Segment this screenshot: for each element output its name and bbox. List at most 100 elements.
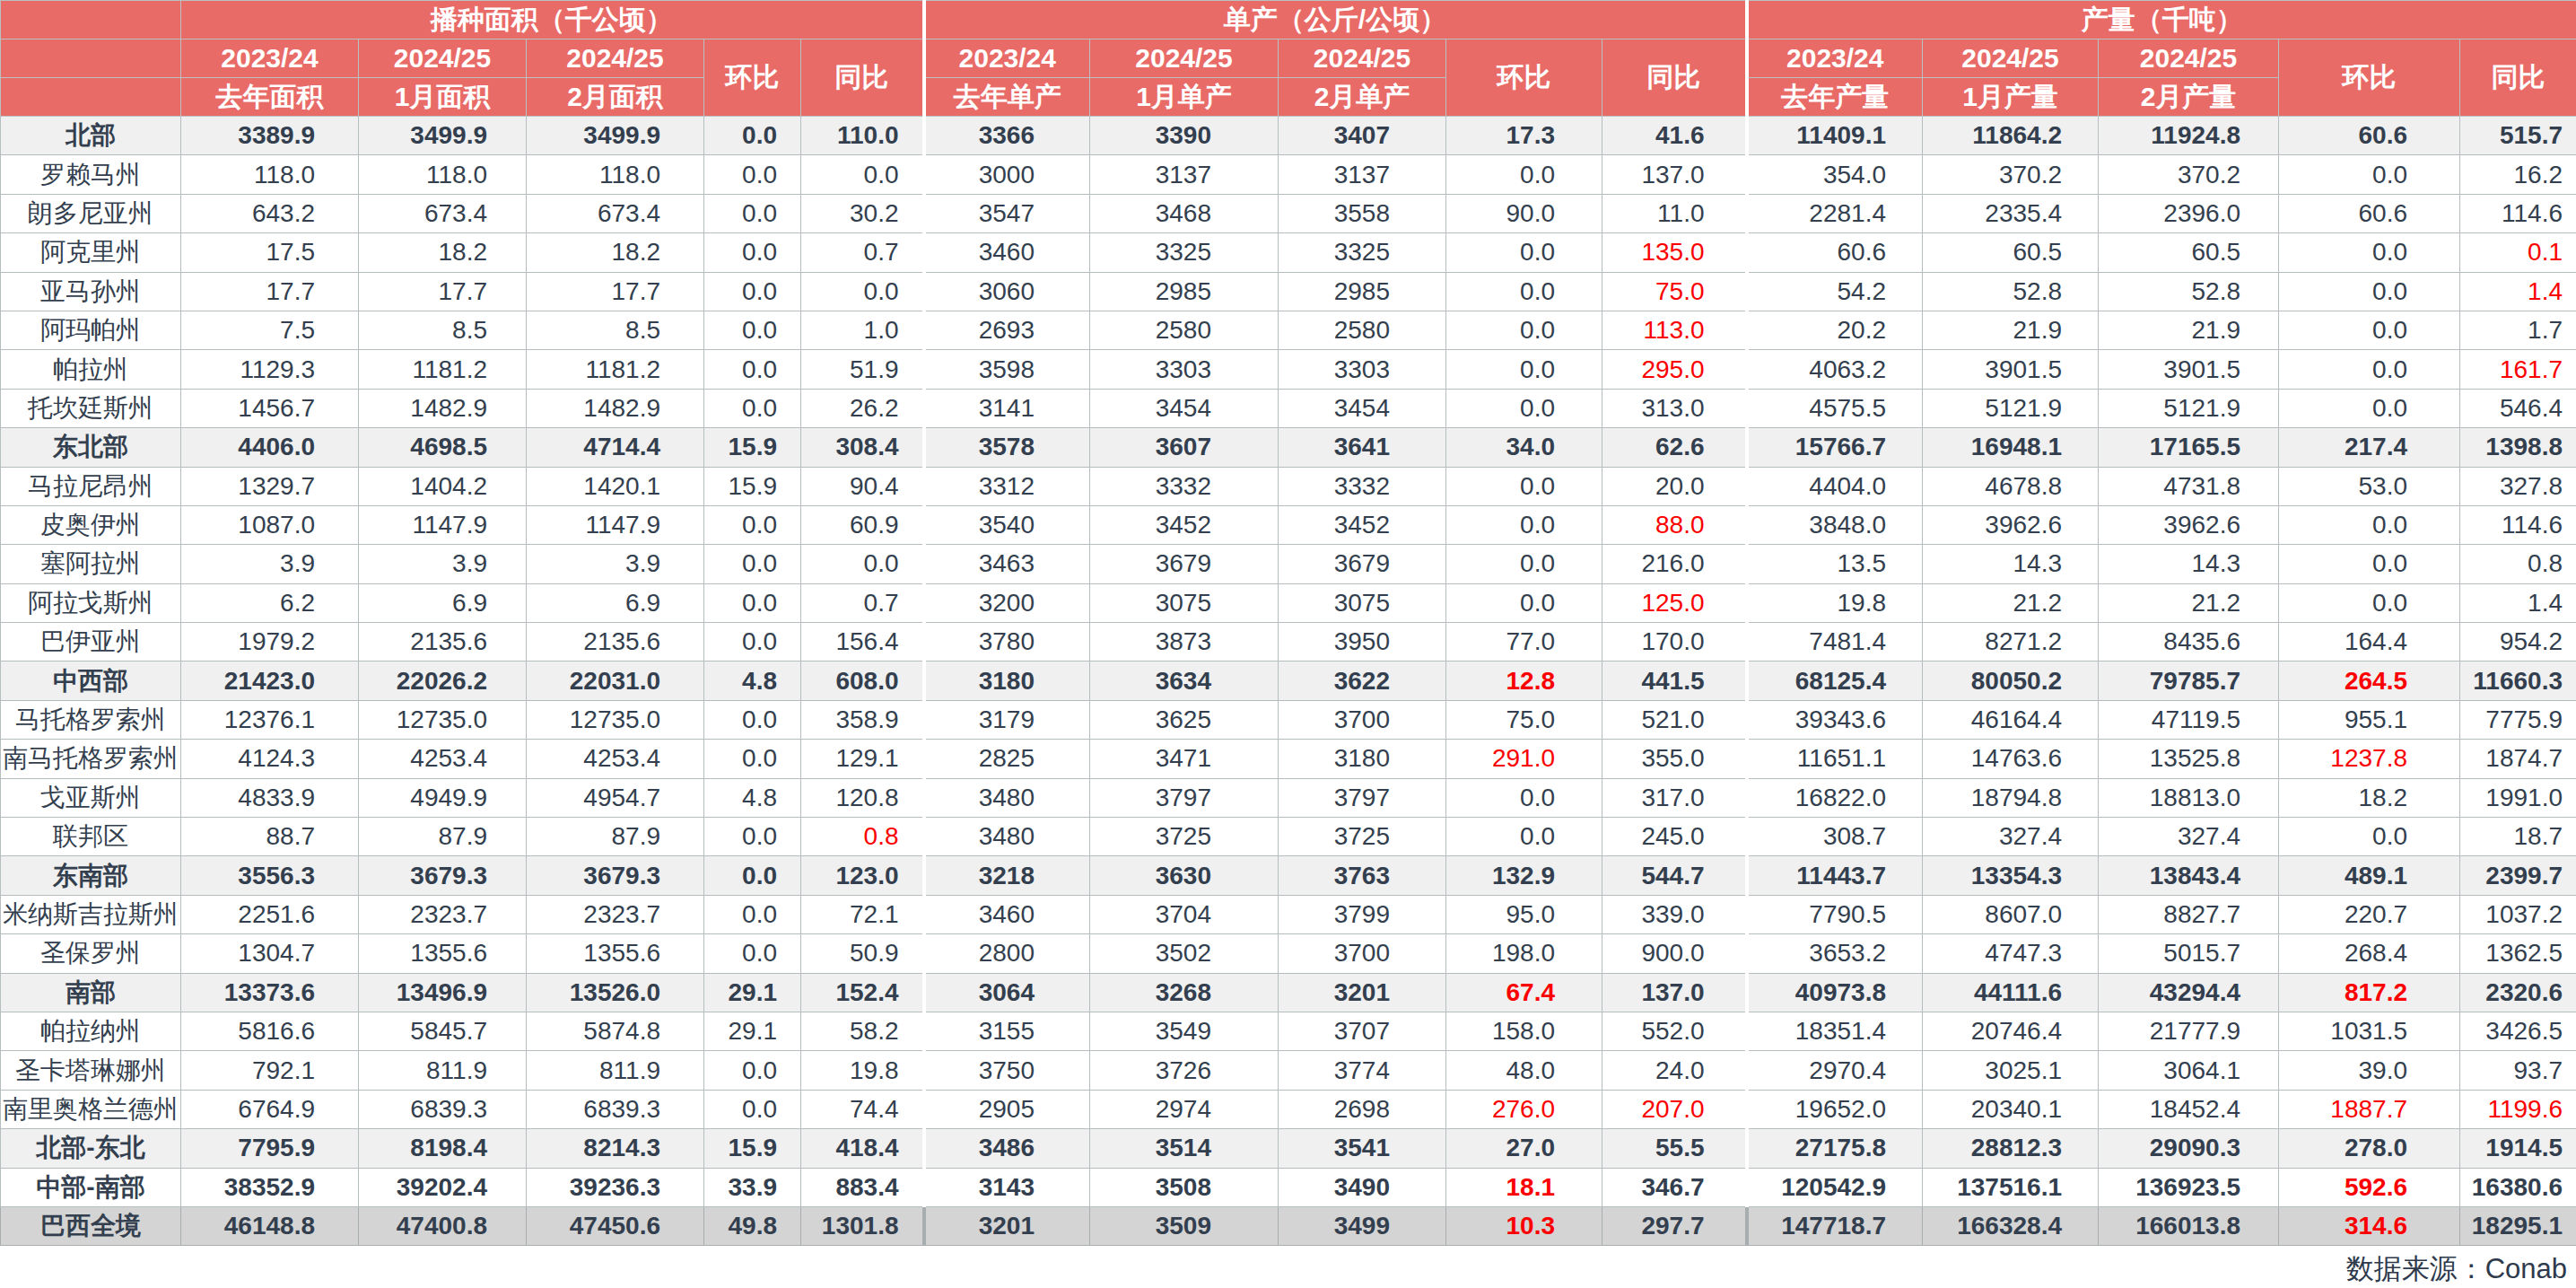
value-cell: 6839.3 [359,1090,527,1128]
value-cell: 21.9 [2099,311,2279,349]
value-cell: 3.9 [359,545,527,583]
value-cell: 5121.9 [2099,389,2279,427]
value-cell: 5874.8 [527,1012,704,1050]
value-cell: 0.0 [704,350,801,389]
row-label: 北部 [1,117,181,155]
value-cell: 55.5 [1602,1129,1747,1168]
value-cell: 13496.9 [359,973,527,1012]
value-cell: 355.0 [1602,740,1747,778]
value-cell: 2135.6 [527,623,704,662]
value-cell: 0.0 [704,505,801,544]
value-cell: 3366 [924,117,1090,155]
mom-header: 环比 [2279,39,2460,117]
value-cell: 0.1 [2460,233,2576,272]
table-row-塞阿拉州: 塞阿拉州3.93.93.90.00.03463367936790.0216.01… [1,545,2576,583]
header-sub-row: 去年面积1月面积2月面积去年单产1月单产2月单产去年产量1月产量2月产量 [1,78,2576,117]
table-row-东北部: 东北部4406.04698.54714.415.9308.43578360736… [1,428,2576,467]
value-cell: 7795.9 [181,1129,359,1168]
value-cell: 314.6 [2279,1206,2460,1245]
value-cell: 608.0 [801,662,924,700]
report-page: 播种面积（千公顷）单产（公斤/公顷）产量（千吨）2023/242024/2520… [0,0,2576,1288]
value-cell: 1482.9 [527,389,704,427]
value-cell: 14.3 [2099,545,2279,583]
value-cell: 3797 [1090,778,1279,817]
value-cell: 54.2 [1747,272,1923,311]
row-label: 东北部 [1,428,181,467]
value-cell: 0.8 [801,818,924,856]
value-cell: 2396.0 [2099,194,2279,232]
value-cell: 0.0 [704,389,801,427]
value-cell: 0.0 [2279,350,2460,389]
value-cell: 79785.7 [2099,662,2279,700]
value-cell: 0.0 [801,545,924,583]
value-cell: 207.0 [1602,1090,1747,1128]
value-cell: 20.2 [1747,311,1923,349]
value-cell: 3797 [1279,778,1446,817]
value-cell: 14.3 [1923,545,2099,583]
value-cell: 3064.1 [2099,1051,2279,1090]
value-cell: 0.0 [801,272,924,311]
value-cell: 0.0 [704,233,801,272]
value-cell: 4404.0 [1747,467,1923,505]
value-cell: 18.7 [2460,818,2576,856]
value-cell: 0.0 [1446,350,1602,389]
value-cell: 3780 [924,623,1090,662]
row-label: 南马托格罗索州 [1,740,181,778]
value-cell: 3389.9 [181,117,359,155]
table-row-圣保罗州: 圣保罗州1304.71355.61355.60.050.928003502370… [1,934,2576,973]
value-cell: 7790.5 [1747,895,1923,933]
value-cell: 1420.1 [527,467,704,505]
year-header: 2023/24 [1747,39,1923,78]
value-cell: 11651.1 [1747,740,1923,778]
value-cell: 170.0 [1602,623,1747,662]
value-cell: 46148.8 [181,1206,359,1245]
value-cell: 2251.6 [181,895,359,933]
value-cell: 3679 [1279,545,1446,583]
value-cell: 1031.5 [2279,1012,2460,1050]
value-cell: 3468 [1090,194,1279,232]
year-header: 2024/25 [1279,39,1446,78]
value-cell: 1.7 [2460,311,2576,349]
value-cell: 3950 [1279,623,1446,662]
value-cell: 3268 [1090,973,1279,1012]
value-cell: 0.0 [2279,233,2460,272]
value-cell: 1147.9 [359,505,527,544]
value-cell: 113.0 [1602,311,1747,349]
value-cell: 0.0 [1446,583,1602,622]
value-cell: 592.6 [2279,1168,2460,1206]
value-cell: 3725 [1090,818,1279,856]
year-header: 2024/25 [1090,39,1279,78]
value-cell: 3463 [924,545,1090,583]
value-cell: 17.5 [181,233,359,272]
value-cell: 8271.2 [1923,623,2099,662]
value-cell: 291.0 [1446,740,1602,778]
value-cell: 3.9 [181,545,359,583]
value-cell: 3332 [1090,467,1279,505]
value-cell: 0.0 [1446,233,1602,272]
value-cell: 954.2 [2460,623,2576,662]
value-cell: 339.0 [1602,895,1747,933]
value-cell: 3750 [924,1051,1090,1090]
value-cell: 3726 [1090,1051,1279,1090]
value-cell: 327.8 [2460,467,2576,505]
table-row-巴伊亚州: 巴伊亚州1979.22135.62135.60.0156.43780387339… [1,623,2576,662]
value-cell: 40973.8 [1747,973,1923,1012]
value-cell: 14763.6 [1923,740,2099,778]
value-cell: 17.7 [181,272,359,311]
value-cell: 3143 [924,1168,1090,1206]
value-cell: 0.0 [2279,818,2460,856]
value-cell: 13.5 [1747,545,1923,583]
value-cell: 0.0 [704,311,801,349]
row-label: 阿克里州 [1,233,181,272]
value-cell: 0.0 [704,583,801,622]
value-cell: 489.1 [2279,856,2460,895]
value-cell: 2800 [924,934,1090,973]
corner-cell [1,78,181,117]
value-cell: 1237.8 [2279,740,2460,778]
value-cell: 3060 [924,272,1090,311]
row-label: 皮奥伊州 [1,505,181,544]
value-cell: 13354.3 [1923,856,2099,895]
value-cell: 39343.6 [1747,700,1923,739]
value-cell: 5845.7 [359,1012,527,1050]
value-cell: 3598 [924,350,1090,389]
